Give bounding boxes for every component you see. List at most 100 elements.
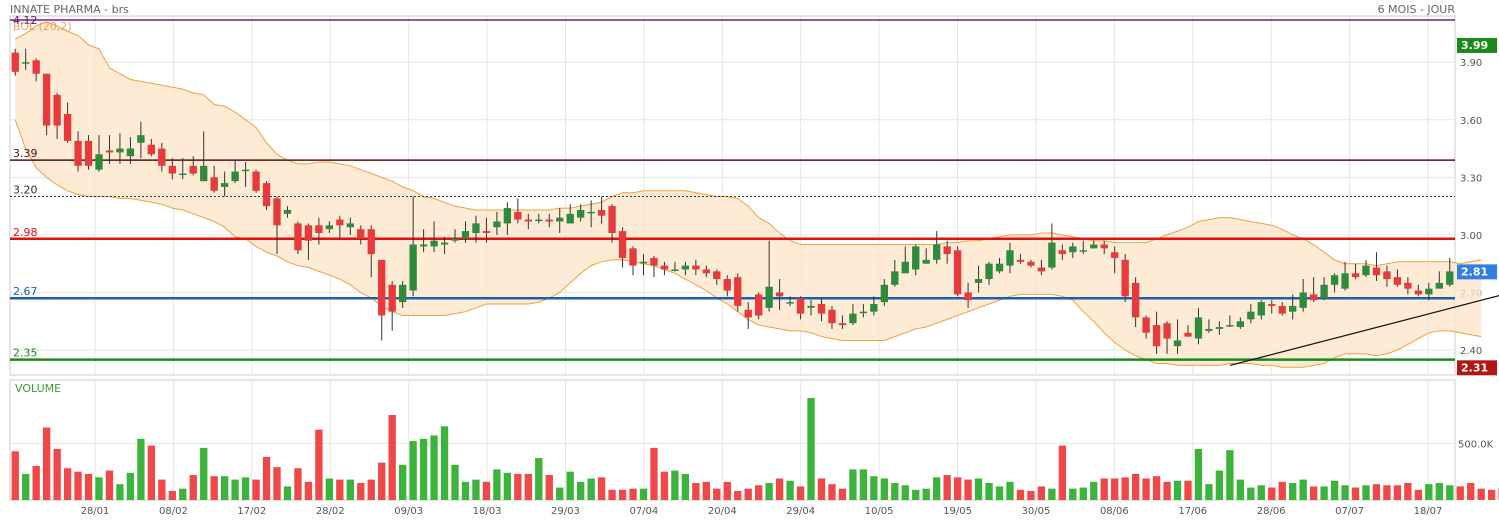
candle-body — [137, 135, 145, 143]
volume-bar — [681, 473, 690, 500]
volume-bar — [1393, 485, 1402, 500]
volume-bar — [210, 476, 218, 500]
candle-body — [891, 271, 899, 285]
volume-bar — [765, 483, 773, 500]
volume-bar — [1163, 481, 1171, 500]
candle-body — [1309, 294, 1318, 301]
volume-bar — [1194, 449, 1203, 500]
volume-bar — [398, 464, 407, 500]
volume-bar — [1236, 479, 1245, 500]
candle-body — [1341, 273, 1349, 289]
candle-body — [692, 265, 700, 270]
candle-body — [556, 217, 564, 222]
volume-bar — [1435, 483, 1443, 500]
candle-body — [503, 208, 512, 224]
volume-bar — [828, 484, 836, 500]
candle-body — [168, 165, 176, 174]
volume-bar — [336, 479, 344, 500]
volume-bar — [367, 479, 375, 500]
volume-bar — [1289, 483, 1297, 500]
candle-body — [388, 284, 396, 312]
price-badge-label: 2.81 — [1461, 265, 1488, 278]
volume-bar — [315, 429, 323, 500]
candle-body — [1236, 321, 1245, 328]
volume-bar — [535, 458, 543, 500]
candle-body — [53, 94, 61, 126]
level-label: 2.67 — [13, 285, 38, 298]
volume-bar — [1414, 489, 1423, 500]
candle-body — [147, 144, 156, 155]
candle-body — [535, 219, 543, 222]
volume-bar — [252, 479, 260, 500]
volume-bar — [430, 435, 438, 500]
volume-bar — [294, 468, 302, 500]
candle-body — [723, 279, 731, 291]
candle-body — [482, 231, 491, 233]
candle-body — [74, 140, 82, 166]
candle-body — [1351, 273, 1360, 278]
volume-bar — [577, 481, 585, 500]
volume-bar — [838, 488, 847, 500]
candle-body — [105, 150, 114, 153]
date-tick-label: 30/05 — [1022, 506, 1051, 517]
candle-body — [765, 286, 773, 308]
volume-bar — [22, 473, 30, 500]
candle-body — [870, 304, 878, 312]
volume-bar — [660, 471, 669, 500]
volume-bar — [859, 469, 868, 500]
volume-bar — [409, 441, 417, 500]
volume-bar — [671, 470, 679, 500]
candle-body — [493, 221, 501, 228]
volume-bar — [1362, 485, 1370, 500]
candle-body — [231, 171, 239, 182]
period-label: 6 MOIS - JOUR — [1377, 3, 1455, 16]
candle-body — [1037, 267, 1046, 272]
date-tick-label: 28/02 — [316, 506, 345, 517]
price-badge — [1457, 360, 1497, 376]
volume-bar — [597, 477, 606, 500]
candle-body — [1393, 277, 1402, 285]
volume-bar — [482, 481, 491, 500]
volume-bar — [650, 447, 658, 500]
volume-bar — [32, 466, 40, 500]
volume-bar — [440, 426, 449, 500]
candle-body — [922, 259, 930, 264]
volume-bar — [1100, 478, 1108, 500]
date-tick-label: 28/01 — [81, 506, 110, 517]
volume-bar — [933, 477, 941, 500]
indicator-label: BOL (20,2) — [13, 20, 72, 33]
volume-bar — [1090, 481, 1098, 500]
candle-body — [629, 248, 637, 266]
date-tick-label: 20/04 — [708, 506, 737, 517]
candle-body — [1058, 250, 1067, 255]
volume-bar — [346, 479, 354, 500]
volume-bar — [1152, 476, 1161, 500]
date-tick-label: 17/06 — [1178, 506, 1207, 517]
candle-body — [1268, 304, 1276, 306]
volume-bar — [713, 488, 721, 500]
candle-body — [1184, 332, 1192, 337]
candle-body — [315, 225, 323, 233]
candle-body — [189, 165, 197, 174]
volume-bar — [629, 488, 637, 500]
volume-bar — [1079, 487, 1087, 500]
volume-bar — [953, 477, 962, 500]
volume-bar — [964, 479, 972, 500]
candle-body — [838, 323, 847, 326]
candle-body — [1425, 288, 1433, 295]
candle-body — [1278, 305, 1286, 314]
candle-body — [650, 257, 658, 266]
candle-body — [1069, 246, 1077, 253]
candle-body — [964, 292, 972, 301]
candle-body — [786, 302, 794, 304]
level-label: 3.39 — [13, 147, 38, 160]
volume-bar — [734, 490, 742, 500]
candle-body — [241, 169, 250, 172]
candle-body — [283, 209, 292, 214]
candle-body — [440, 242, 449, 245]
candle-body — [545, 219, 553, 222]
volume-bar — [1131, 473, 1140, 500]
candle-body — [1048, 242, 1056, 268]
volume-bar — [1425, 484, 1433, 500]
trendline — [1229, 295, 1499, 366]
